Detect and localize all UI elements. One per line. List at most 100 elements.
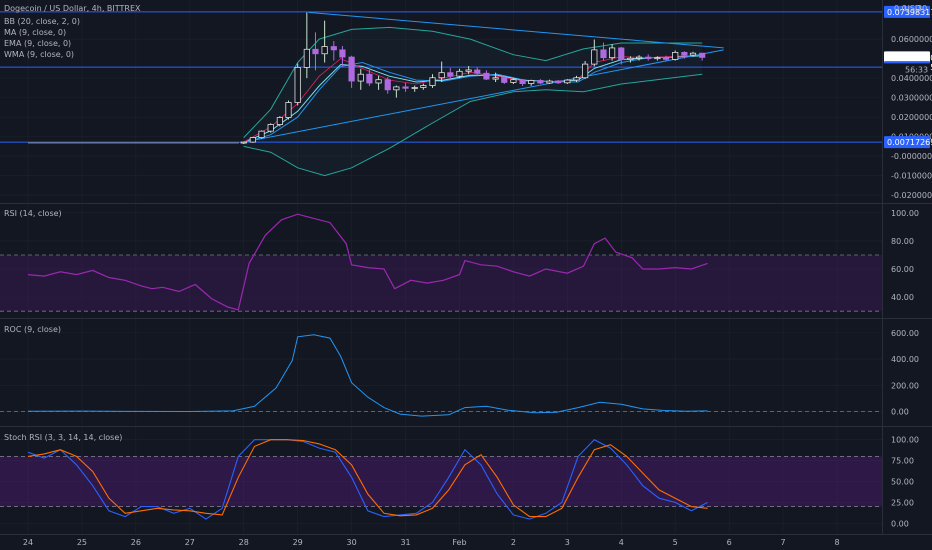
candle-body[interactable] [573, 77, 580, 81]
candle-body[interactable] [267, 124, 274, 132]
stoch-d-line [27, 439, 708, 518]
indicator-label-ma[interactable]: MA (9, close, 0) [4, 28, 66, 37]
candle-body[interactable] [474, 69, 481, 74]
candle-body[interactable] [519, 79, 526, 84]
candle-body[interactable] [339, 49, 346, 58]
candle-body[interactable] [321, 46, 328, 55]
rsi-axis-tick-label: 40.00 [891, 293, 914, 302]
candle-body[interactable] [465, 69, 472, 72]
candle-body[interactable] [249, 137, 256, 143]
candle-body[interactable] [546, 80, 553, 84]
indicator-label-bb[interactable]: BB (20, close, 2, 0) [4, 17, 80, 26]
currency-label[interactable]: USD [904, 4, 921, 13]
candle-body[interactable] [635, 56, 643, 59]
stoch-axis-tick-label: 50.00 [891, 478, 914, 487]
candle-body[interactable] [312, 48, 319, 55]
bollinger-upper-line [243, 26, 703, 138]
candle-body[interactable] [393, 86, 400, 91]
indicator-label-wma[interactable]: WMA (9, close, 0) [4, 50, 74, 59]
trend-line [243, 49, 724, 143]
candle-body[interactable] [456, 70, 463, 77]
time-axis-tick-label: 26 [131, 538, 141, 547]
candle-body[interactable] [348, 56, 355, 82]
roc-axis-tick-label: 600.00 [891, 329, 919, 338]
candle-body[interactable] [591, 49, 598, 65]
candle-body[interactable] [672, 51, 679, 60]
candle-body[interactable] [258, 130, 265, 138]
countdown-bg [884, 63, 930, 75]
currency-label-extra: 30 [917, 4, 927, 13]
roc-line [27, 334, 708, 417]
candle-body[interactable] [366, 73, 373, 84]
time-axis-tick-label: 31 [400, 538, 410, 547]
candle-body[interactable] [501, 77, 508, 83]
price-axis-tick-label: -0.01000000 [891, 172, 932, 181]
candle-body[interactable] [420, 85, 427, 88]
candle-body[interactable] [582, 63, 589, 79]
candle-body[interactable] [402, 86, 409, 89]
stoch-rsi-pane-title[interactable]: Stoch RSI (3, 3, 14, 14, close) [4, 433, 122, 442]
candle-body[interactable] [357, 73, 364, 82]
time-axis-tick-label: 24 [23, 538, 33, 547]
candle-body[interactable] [600, 49, 607, 59]
candle-body[interactable] [411, 87, 418, 89]
candle-body[interactable] [689, 52, 697, 56]
rsi-axis-tick-label: 100.00 [891, 209, 919, 218]
candle-body[interactable] [285, 102, 292, 118]
bollinger-lower-line [243, 73, 703, 177]
candle-body[interactable] [375, 79, 382, 84]
price-tag-label: 0.07398317 [887, 8, 932, 17]
candle-body[interactable] [564, 79, 571, 84]
rsi-line [27, 213, 708, 311]
rsi-band-fill [0, 254, 882, 312]
price-tag-label: 0.00717269 [887, 138, 932, 147]
candle-body[interactable] [276, 117, 283, 125]
price-axis-tick-label: 0.02000000 [891, 113, 932, 122]
price-tag[interactable] [884, 5, 930, 18]
time-axis-tick-label: 27 [185, 538, 195, 547]
stoch-k-line [27, 439, 708, 520]
candle-body[interactable] [555, 80, 562, 84]
rsi-axis-tick-label: 80.00 [891, 237, 914, 246]
time-axis-tick-label: 5 [673, 538, 678, 547]
candle-body[interactable] [447, 72, 454, 77]
time-axis-tick-label: 4 [619, 538, 624, 547]
candle-body[interactable] [510, 79, 517, 83]
roc-axis-tick-label: 400.00 [891, 355, 919, 364]
candle-body[interactable] [681, 51, 688, 56]
stoch-axis-tick-label: 0.00 [891, 519, 909, 528]
candle-body[interactable] [609, 47, 616, 59]
candle-body[interactable] [645, 56, 652, 60]
time-axis-tick-label: 3 [565, 538, 570, 547]
bar-countdown: 56:33 [905, 65, 928, 74]
candle-body[interactable] [528, 80, 535, 84]
indicator-label-ema[interactable]: EMA (9, close, 0) [4, 39, 71, 48]
candle-body[interactable] [492, 77, 499, 80]
price-tag[interactable] [884, 51, 930, 64]
rsi-axis-tick-label: 60.00 [891, 265, 914, 274]
candle-body[interactable] [627, 57, 634, 61]
candle-body[interactable] [303, 48, 310, 68]
time-axis-tick-label: 29 [293, 538, 303, 547]
rsi-pane-title[interactable]: RSI (14, close) [4, 209, 62, 218]
price-axis-tick-label: -0.00000000 [891, 152, 932, 161]
candle-body[interactable] [654, 57, 661, 60]
candle-body[interactable] [240, 141, 247, 144]
candle-body[interactable] [662, 57, 670, 60]
candle-body[interactable] [294, 67, 301, 103]
time-axis-tick-label: 7 [781, 538, 786, 547]
candle-body[interactable] [429, 77, 436, 86]
candle-body[interactable] [330, 46, 337, 51]
candle-body[interactable] [618, 47, 625, 61]
candle-body[interactable] [483, 72, 490, 80]
candle-body[interactable] [537, 80, 544, 84]
roc-pane-title[interactable]: ROC (9, close) [4, 325, 61, 334]
candle-body[interactable] [438, 72, 445, 79]
candle-body[interactable] [699, 52, 706, 58]
price-tag[interactable] [884, 136, 930, 149]
time-axis-tick-label: 25 [77, 538, 87, 547]
candle-body[interactable] [384, 79, 391, 91]
axis-labels: 2425262728293031Feb23456780.060000000.04… [23, 5, 932, 547]
